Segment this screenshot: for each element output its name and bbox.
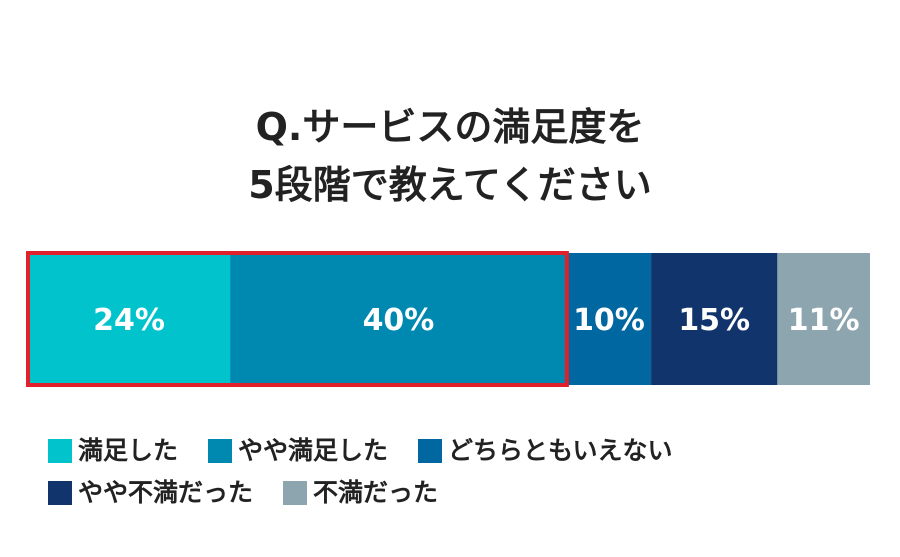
- bar-segment: [777, 253, 870, 385]
- legend-item: 満足した: [48, 431, 178, 471]
- highlight-box: [26, 251, 569, 387]
- legend-swatch: [418, 439, 443, 463]
- legend-label: やや満足した: [238, 436, 389, 465]
- legend-row-2: やや不満だった 不満だった: [48, 472, 868, 514]
- legend-swatch: [48, 481, 72, 505]
- bar-segment: [230, 253, 567, 385]
- data-label: 40%: [363, 303, 435, 338]
- legend-item: どちらともいえない: [418, 431, 673, 471]
- legend-row-1: 満足した やや満足した どちらともいえない: [48, 430, 868, 472]
- legend-item: やや不満だった: [48, 473, 253, 513]
- chart-title-line-2: 5段階で教えてください: [248, 163, 652, 207]
- legend-swatch: [283, 481, 308, 505]
- legend-label: 満足した: [78, 436, 179, 465]
- legend-item: 不満だった: [283, 473, 438, 513]
- legend-swatch: [208, 439, 233, 463]
- data-label: 10%: [573, 303, 645, 338]
- data-label: 11%: [788, 303, 860, 338]
- data-label: 24%: [93, 303, 165, 338]
- chart-title-line-1: Q.サービスの満足度を: [255, 105, 645, 149]
- bar-segment: [651, 253, 778, 385]
- bar-segment: [28, 253, 231, 385]
- data-label: 15%: [678, 303, 750, 338]
- legend-label: 不満だった: [313, 478, 439, 507]
- legend-item: やや満足した: [208, 431, 388, 471]
- chart-title: Q.サービスの満足度を 5段階で教えてください: [0, 98, 900, 214]
- legend-label: どちらともいえない: [448, 436, 673, 465]
- bar-segment: [566, 253, 652, 385]
- legend-label: やや不満だった: [78, 478, 254, 507]
- legend-swatch: [48, 439, 72, 463]
- legend: 満足した やや満足した どちらともいえない やや不満だった 不満だった: [48, 430, 868, 514]
